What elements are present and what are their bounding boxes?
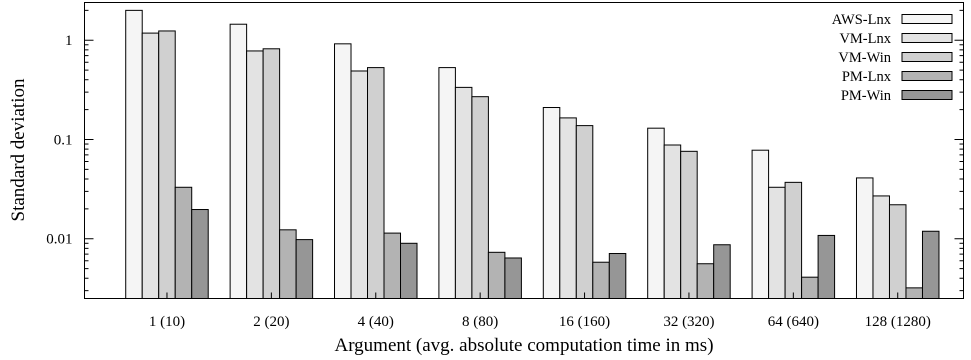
bar-vm-lnx-2 — [350, 70, 369, 299]
bar-vm-lnx-4 — [559, 117, 577, 300]
y-tick-label: 0.1 — [54, 132, 73, 148]
bar-vm-win-1 — [262, 48, 281, 300]
y-tick-label: 1 — [65, 33, 73, 49]
x-tick-label: 16 (160) — [559, 314, 610, 330]
bar-vm-lnx-3 — [454, 86, 473, 299]
bar-pm-lnx-4 — [592, 261, 610, 299]
bar-vm-lnx-7 — [872, 195, 890, 299]
bar-vm-win-2 — [367, 67, 385, 299]
bar-pm-lnx-1 — [279, 229, 297, 300]
bar-pm-win-5 — [713, 244, 731, 299]
bar-pm-win-7 — [921, 230, 940, 299]
bar-aws-lnx-7 — [855, 177, 874, 299]
x-tick-label: 32 (320) — [663, 314, 714, 330]
x-axis: 1 (10) 2 (20) 4 (40) 8 (80) 16 (160) 32 (320)… — [149, 292, 931, 330]
bar-aws-lnx-4 — [542, 107, 561, 300]
legend-swatch-pm-win — [901, 90, 953, 100]
x-tick-label: 64 (640) — [768, 314, 819, 330]
y-axis-title: Standard deviation — [8, 78, 29, 221]
bar-vm-lnx-1 — [246, 50, 264, 300]
bar-vm-win-6 — [784, 181, 803, 300]
bar-pm-lnx-3 — [487, 251, 506, 299]
bar-aws-lnx-6 — [751, 149, 770, 299]
bar-aws-lnx-5 — [647, 127, 665, 299]
x-tick-label: 1 (10) — [149, 314, 185, 330]
x-axis-title: Argument (avg. absolute computation time… — [334, 335, 713, 356]
legend-swatch-pm-lnx — [901, 71, 953, 81]
bar-vm-win-5 — [680, 150, 698, 299]
bar-vm-lnx-0 — [141, 32, 160, 299]
legend-label-pm-win: PM-Win — [841, 88, 892, 104]
bar-aws-lnx-3 — [438, 67, 456, 299]
legend-label-vm-lnx: VM-Lnx — [839, 31, 891, 47]
bar-pm-lnx-2 — [383, 232, 402, 300]
bar-pm-win-3 — [504, 257, 522, 300]
bar-pm-win-2 — [400, 242, 418, 299]
bar-aws-lnx-1 — [229, 23, 248, 299]
bar-vm-win-0 — [158, 30, 176, 300]
bar-pm-lnx-0 — [174, 186, 193, 299]
bar-vm-lnx-6 — [768, 186, 786, 299]
x-tick-label: 128 (1280) — [865, 314, 931, 330]
bar-aws-lnx-2 — [334, 43, 352, 299]
bar-pm-lnx-7 — [905, 287, 923, 299]
bar-pm-win-0 — [191, 209, 209, 300]
bar-pm-win-6 — [817, 234, 836, 299]
legend-label-pm-lnx: PM-Lnx — [842, 69, 892, 85]
legend-swatch-vm-win — [901, 52, 953, 62]
x-tick-label: 8 (80) — [462, 314, 498, 330]
bar-vm-win-3 — [471, 96, 489, 300]
bar-vm-win-7 — [888, 204, 907, 299]
bar-pm-win-1 — [295, 239, 314, 299]
y-axis: 0.01 0.1 1 — [46, 9, 964, 292]
x-tick-label: 4 (40) — [358, 314, 394, 330]
bar-pm-lnx-5 — [696, 263, 715, 299]
legend-label-vm-win: VM-Win — [838, 50, 891, 66]
plot-frame — [84, 2, 964, 299]
bar-vm-lnx-5 — [663, 144, 682, 299]
bars-layer — [125, 9, 940, 300]
bar-pm-win-4 — [608, 253, 627, 299]
legend-swatch-vm-lnx — [901, 33, 953, 43]
bar-vm-win-4 — [575, 125, 594, 299]
bar-pm-lnx-6 — [801, 276, 819, 299]
legend: AWS-Lnx VM-Lnx VM-Win PM-Lnx PM-Win — [832, 12, 953, 104]
y-tick-label: 0.01 — [46, 232, 72, 248]
bar-aws-lnx-0 — [125, 9, 143, 300]
legend-swatch-aws-lnx — [901, 14, 953, 24]
x-tick-label: 2 (20) — [253, 314, 289, 330]
legend-label-aws-lnx: AWS-Lnx — [832, 12, 892, 28]
